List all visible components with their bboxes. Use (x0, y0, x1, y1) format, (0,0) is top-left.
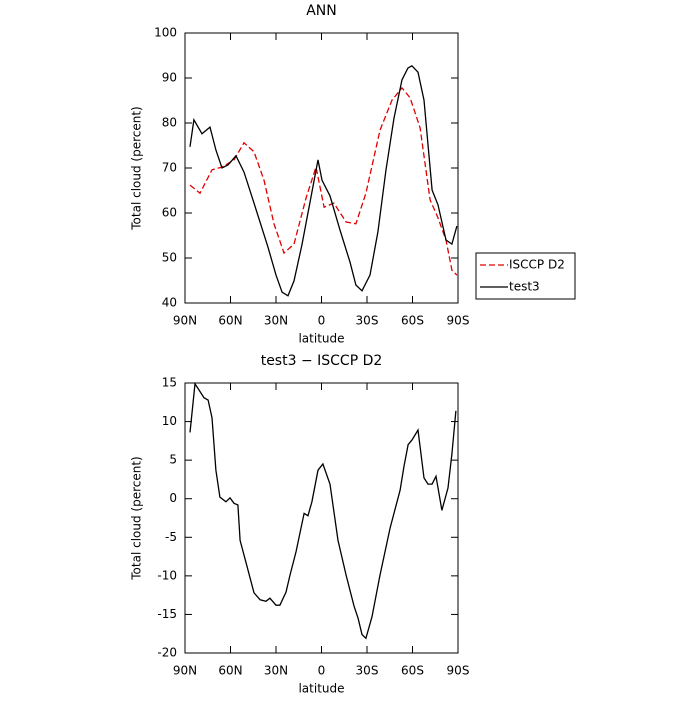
x-tick-label: 60S (401, 664, 424, 678)
plot-frame (184, 382, 459, 654)
y-tick-label: 50 (162, 251, 177, 265)
x-tick-label: 60N (218, 314, 242, 328)
y-tick-label: -15 (157, 607, 177, 621)
y-axis-label: Total cloud (percent) (130, 106, 144, 230)
x-tick-label: 60S (401, 314, 424, 328)
y-tick-label: 40 (162, 296, 177, 310)
data-line (189, 86, 458, 276)
data-line (189, 64, 458, 297)
y-tick-label: 100 (154, 26, 177, 40)
x-tick-label: 90S (447, 664, 470, 678)
y-tick-label: 10 (162, 414, 177, 428)
y-tick-label: -5 (165, 530, 177, 544)
x-tick-label: 30N (264, 314, 288, 328)
x-tick-label: 30S (356, 314, 379, 328)
legend-box (475, 252, 576, 300)
x-tick-label: 30S (356, 664, 379, 678)
y-axis-label: Total cloud (percent) (130, 456, 144, 580)
x-axis-label: latitude (298, 682, 344, 696)
x-tick-label: 30N (264, 664, 288, 678)
x-tick-label: 90S (447, 314, 470, 328)
x-tick-label: 90N (173, 314, 197, 328)
y-tick-label: 5 (169, 453, 177, 467)
legend-label: test3 (509, 280, 540, 294)
y-tick-label: 0 (169, 491, 177, 505)
chart-title: test3 − ISCCP D2 (261, 353, 383, 369)
x-tick-label: 90N (173, 664, 197, 678)
y-tick-label: 60 (162, 206, 177, 220)
y-tick-label: 70 (162, 161, 177, 175)
y-tick-label: -10 (157, 568, 177, 582)
legend-label: ISCCP D2 (509, 258, 565, 272)
x-tick-label: 0 (318, 314, 326, 328)
y-tick-label: 80 (162, 116, 177, 130)
x-axis-label: latitude (298, 332, 344, 346)
plot-frame (184, 32, 459, 304)
data-line (189, 381, 457, 640)
y-tick-label: 15 (162, 376, 177, 390)
y-tick-label: -20 (157, 646, 177, 660)
chart-title: ANN (306, 3, 337, 19)
x-tick-label: 60N (218, 664, 242, 678)
y-tick-label: 90 (162, 71, 177, 85)
x-tick-label: 0 (318, 664, 326, 678)
